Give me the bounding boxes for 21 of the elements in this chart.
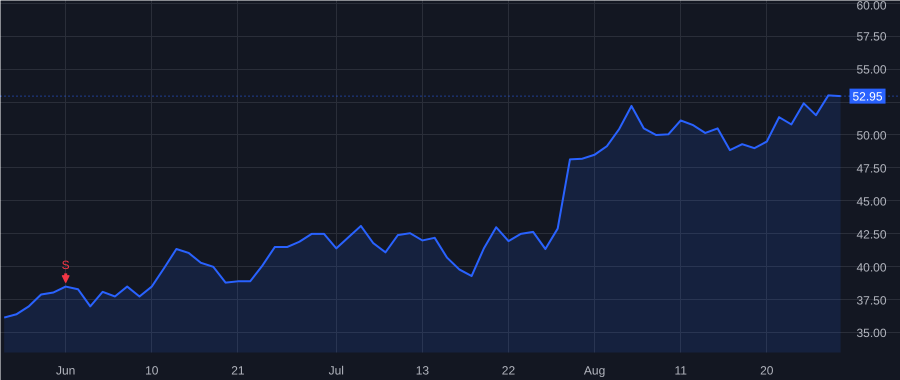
x-tick-label: 11 (674, 364, 688, 378)
x-tick-label: Jul (328, 364, 344, 378)
y-tick-label: 40.00 (856, 260, 887, 274)
x-tick-label: 22 (502, 364, 516, 378)
annotation: S (62, 258, 70, 272)
y-tick-label: 57.50 (856, 30, 887, 44)
y-tick-label: 50.00 (856, 128, 887, 142)
x-tick-label: 20 (760, 364, 774, 378)
x-tick-label: 10 (145, 364, 159, 378)
y-tick-label: 55.00 (856, 62, 887, 77)
y-tick-label: 42.50 (856, 227, 887, 242)
y-tick-label: 45.00 (856, 194, 887, 208)
x-tick-label: Jun (56, 364, 76, 378)
y-tick-label: 37.50 (856, 293, 887, 308)
y-tick-label: 47.50 (856, 161, 887, 176)
y-tick-label: 60.00 (856, 0, 887, 12)
x-tick-label: 13 (416, 364, 430, 378)
x-tick-label: Aug (584, 364, 606, 378)
x-tick-label: 21 (231, 364, 245, 378)
ref-line-label: 52.95 (852, 90, 883, 104)
y-tick-label: 35.00 (856, 326, 887, 340)
